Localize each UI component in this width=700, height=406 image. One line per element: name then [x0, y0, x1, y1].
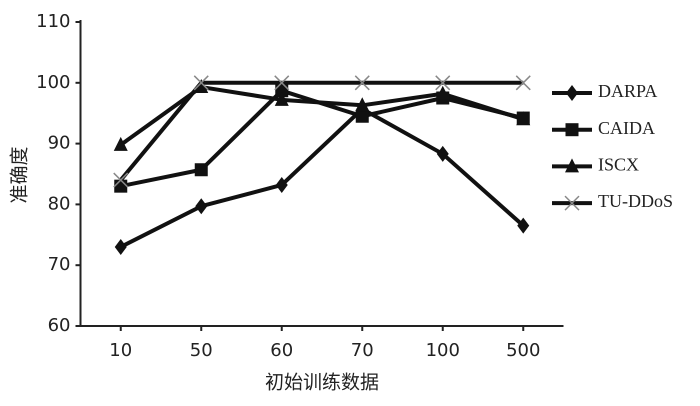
point: [114, 179, 128, 193]
point: [435, 75, 451, 91]
point: [274, 91, 289, 106]
x-tick-label: 50: [190, 340, 213, 361]
y-axis-title: 准确度: [9, 146, 31, 203]
series-line: [119, 106, 525, 249]
point: [516, 111, 531, 126]
point: [275, 176, 288, 193]
series-line: [119, 85, 524, 147]
point: [274, 75, 290, 91]
legend-label: TU-DDoS: [598, 191, 673, 211]
point: [193, 75, 209, 91]
point: [195, 198, 208, 215]
point: [114, 238, 127, 255]
legend-marker: [565, 158, 579, 173]
y-tick-label: 80: [48, 193, 71, 214]
x-tick-label: 60: [270, 340, 293, 361]
y-tick-label: 110: [36, 11, 70, 32]
y-tick-label: 100: [36, 72, 70, 93]
y-tick-label: 70: [48, 254, 71, 275]
point: [275, 84, 289, 98]
legend-marker: [566, 85, 578, 101]
y-tick-label: 60: [48, 315, 71, 336]
point: [194, 79, 209, 94]
point: [355, 109, 369, 123]
point: [435, 85, 450, 100]
point: [113, 172, 129, 188]
x-tick-label: 100: [426, 340, 460, 361]
point: [194, 163, 208, 177]
x-tick-label: 10: [109, 340, 132, 361]
point: [354, 75, 370, 91]
legend-label: ISCX: [598, 155, 639, 175]
point: [517, 217, 530, 234]
point: [436, 145, 449, 162]
x-tick-label: 500: [506, 340, 540, 361]
series-line: [119, 80, 524, 182]
point: [355, 97, 370, 112]
legend-marker: [565, 123, 579, 137]
legend-marker: [564, 195, 580, 211]
point: [113, 136, 128, 151]
x-axis-title: 初始训练数据: [265, 372, 379, 394]
legend-label: CAIDA: [598, 118, 655, 138]
legend-label: DARPA: [598, 81, 657, 101]
x-tick-label: 70: [351, 340, 374, 361]
point: [515, 75, 531, 91]
y-tick-label: 90: [48, 133, 71, 154]
